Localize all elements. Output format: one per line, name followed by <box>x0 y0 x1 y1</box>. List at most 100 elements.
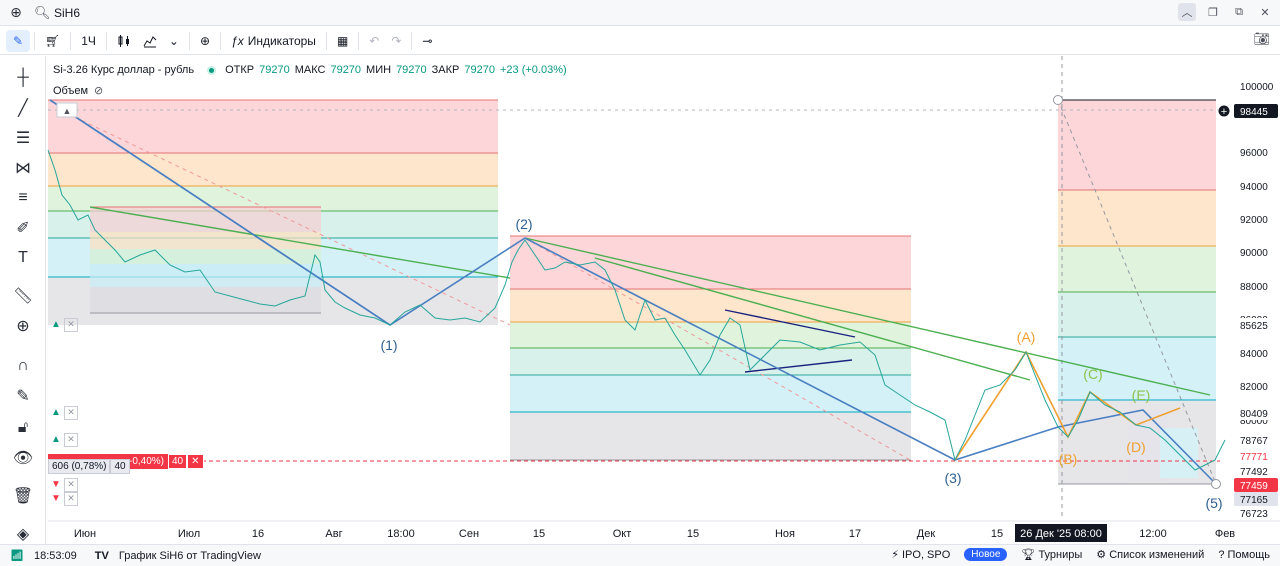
candles-icon[interactable] <box>111 30 137 52</box>
eye-off-icon[interactable]: ⊘ <box>94 85 104 97</box>
crosshair-icon[interactable]: ┼ <box>17 69 29 86</box>
redo-icon[interactable]: ↷ <box>391 33 402 48</box>
position-pct[interactable]: 606 (0,78%) <box>48 459 111 474</box>
area-chart-icon[interactable] <box>137 30 163 52</box>
price-tick-label: 80000 <box>1240 416 1268 427</box>
low-value: 79270 <box>396 64 427 76</box>
divider <box>220 31 222 50</box>
open-value: 79270 <box>259 64 290 76</box>
camera-icon[interactable]: 📷︎ <box>1253 31 1270 46</box>
lock-drawing-icon[interactable]: ✎ <box>16 388 30 405</box>
fib-retracement-2[interactable] <box>510 235 911 461</box>
time-axis-label: Авг <box>325 528 342 540</box>
divider <box>358 31 360 50</box>
lock-icon[interactable]: 🔓︎ <box>17 419 29 436</box>
chart-canvas[interactable]: (1) (2) (3) (5) (A) (B) (C) (D) (E) ▲ 10… <box>47 56 1280 544</box>
drawing-handle[interactable] <box>1053 95 1063 105</box>
eye-icon[interactable]: 👁︎ <box>12 450 34 467</box>
wave-label-5: (5) <box>1205 495 1222 511</box>
indicators-button[interactable]: ƒx Индикаторы <box>225 30 322 52</box>
chart-credit[interactable]: График SiH6 от TradingView <box>118 549 261 562</box>
indicators-icon: ƒx <box>231 33 244 48</box>
tournaments-link[interactable]: 🏆︎ Турниры <box>1021 548 1082 561</box>
undo-icon[interactable]: ↶ <box>369 33 380 48</box>
layouts-grid-icon[interactable]: ▦ <box>336 33 349 48</box>
pattern-icon[interactable]: ⋈ <box>15 160 31 177</box>
price-tag-label: 76723 <box>1240 509 1268 520</box>
dashed-trendline[interactable] <box>59 109 511 326</box>
chevron-up-icon[interactable]: ︿ <box>1178 3 1196 21</box>
time-axis-label: Июл <box>178 528 200 540</box>
close-icon[interactable]: ✕ <box>64 432 78 447</box>
alert-red-icon[interactable]: ▼ <box>51 479 61 490</box>
sell-order-qty[interactable]: 40 <box>168 454 188 469</box>
position-qty[interactable]: 40 <box>110 459 130 474</box>
close-icon[interactable]: ✕ <box>64 317 78 332</box>
abc-correction[interactable] <box>954 350 1181 461</box>
divider <box>105 31 107 50</box>
close-icon[interactable]: ✕ <box>1260 6 1270 19</box>
text-icon[interactable]: T <box>18 249 28 266</box>
position-row[interactable]: 606 (0,78%) 40 <box>48 458 130 475</box>
open-label: ОТКР <box>225 64 255 76</box>
search-icon[interactable]: 🔍︎ <box>34 4 51 20</box>
interval-button[interactable]: 1Ч <box>81 33 96 48</box>
changelog-label: Список изменений <box>1109 549 1205 561</box>
dashed-trendline-2[interactable] <box>524 237 911 461</box>
close-icon[interactable]: ✕ <box>64 405 78 420</box>
chart-toolbar: ✎ 🛒︎ 1Ч ⌄ ⊕ ƒx Индикаторы ▦ ↶ ↷ ⊸ 📷︎ <box>0 27 1280 55</box>
fib-retracement-small[interactable] <box>1127 410 1198 482</box>
ruler-icon[interactable]: 📏︎ <box>12 288 34 305</box>
volume-label[interactable]: Объем <box>53 84 89 97</box>
price-tag-label: 85625 <box>1240 321 1268 332</box>
brush-icon[interactable]: ✐ <box>16 220 30 237</box>
clock-time[interactable]: 18:53:09 <box>33 549 77 562</box>
symbol-search-input[interactable]: SiH6 <box>54 5 81 20</box>
triangle-bottom[interactable] <box>744 359 853 373</box>
popout-icon[interactable]: ⧉ <box>1235 5 1243 18</box>
drawing-handle[interactable] <box>1211 479 1221 489</box>
new-badge[interactable]: Новое <box>964 548 1008 561</box>
replay-icon[interactable]: ⊸ <box>422 33 433 48</box>
add-tab-icon[interactable]: ⊕ <box>10 4 22 20</box>
alert-green-icon[interactable]: ▲ <box>51 434 61 445</box>
pencil-icon[interactable]: ✎ <box>6 29 30 52</box>
alert-green-icon[interactable]: ▲ <box>51 407 61 418</box>
cart-icon[interactable]: 🛒︎ <box>45 33 61 48</box>
high-label: МАКС <box>294 64 326 76</box>
trendline-green[interactable] <box>89 206 511 279</box>
fib-icon[interactable]: ≡ <box>18 189 28 206</box>
alert-red-icon[interactable]: ▼ <box>51 493 61 504</box>
triangle-top[interactable] <box>724 309 856 338</box>
layers-icon[interactable]: ◈ <box>16 526 30 543</box>
chart-pane[interactable]: (1) (2) (3) (5) (A) (B) (C) (D) (E) ▲ 10… <box>47 56 1280 544</box>
horizontal-lines-icon[interactable]: ☰ <box>15 130 31 147</box>
help-link[interactable]: ? Помощь <box>1218 549 1270 561</box>
compare-plus-icon[interactable]: ⊕ <box>199 33 211 48</box>
changelog-link[interactable]: ⚙︎ Список изменений <box>1096 548 1204 561</box>
ipo-link[interactable]: ⚡︎ IPO, SPO <box>891 548 950 561</box>
trendline-green-3[interactable] <box>594 257 1031 381</box>
add-alert-button[interactable]: + <box>1217 104 1231 118</box>
fib-retracement-1b[interactable] <box>90 206 321 314</box>
close-icon[interactable]: ✕ <box>64 477 78 492</box>
wave-label-d: (D) <box>1126 439 1145 455</box>
zoom-icon[interactable]: ⊕ <box>16 318 30 335</box>
restore-window-icon[interactable]: ❐ <box>1208 6 1218 19</box>
magnet-icon[interactable]: ∩ <box>17 357 29 374</box>
close-icon[interactable]: ✕ <box>187 454 204 469</box>
time-axis[interactable]: Июн Июл 16 Авг 18:00 Сен 15 Окт 15 Ноя 17 Дек 15 12:0… <box>74 528 1235 540</box>
collapse-handle[interactable] <box>56 102 78 118</box>
time-axis-label: 15 <box>991 528 1003 540</box>
price-tag-label: 78767 <box>1240 436 1268 447</box>
trendline-icon[interactable]: ╱ <box>18 100 28 117</box>
close-label: ЗАКР <box>431 64 460 76</box>
series-title[interactable]: Si-3.26 Курс доллар - рубль <box>53 64 195 76</box>
close-icon[interactable]: ✕ <box>64 491 78 506</box>
time-axis-label: Июн <box>74 528 96 540</box>
alert-green-icon[interactable]: ▲ <box>51 319 61 330</box>
trash-icon[interactable]: 🗑︎ <box>12 488 34 505</box>
fib-diagonal[interactable] <box>1057 99 1217 485</box>
trendline-green-2[interactable] <box>524 237 1211 396</box>
chevron-down-icon[interactable]: ⌄ <box>168 33 179 48</box>
